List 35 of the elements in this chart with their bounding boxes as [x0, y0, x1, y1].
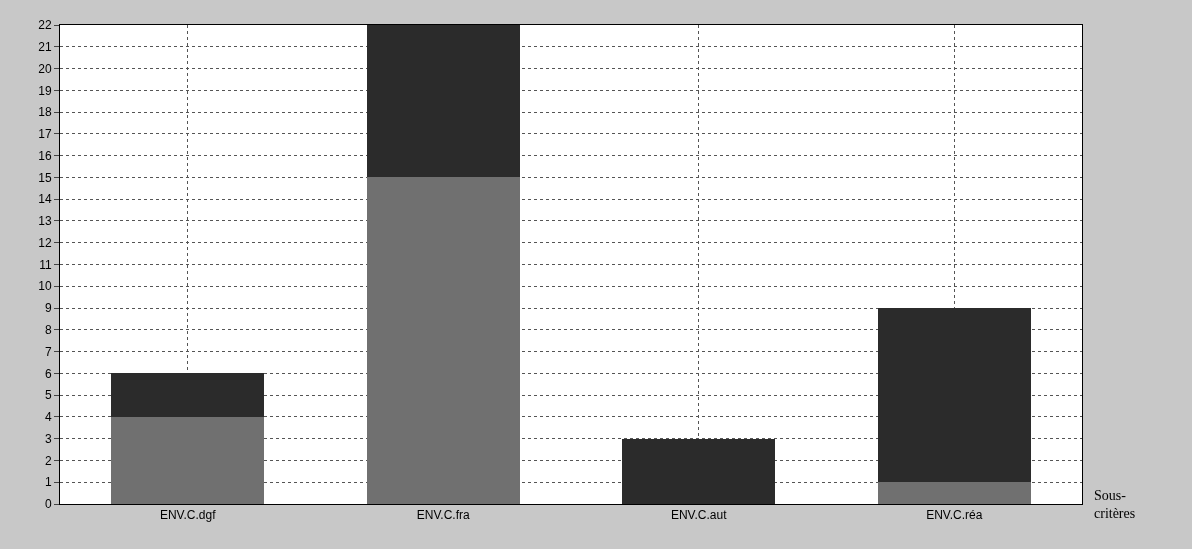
y-tick-label: 17	[38, 127, 52, 142]
bar	[877, 482, 1031, 504]
x-tick-label: ENV.C.réa	[926, 508, 983, 523]
y-tick-label: 9	[44, 301, 52, 316]
x-tick-label: ENV.C.fra	[416, 508, 471, 523]
y-tick-label: 12	[38, 235, 52, 250]
x-tick-label: ENV.C.aut	[670, 508, 728, 523]
bar	[366, 25, 520, 178]
y-tick-label: 0	[44, 497, 52, 512]
y-tick-label: 7	[44, 344, 52, 359]
y-tick-label: 19	[38, 83, 52, 98]
bar	[366, 177, 520, 504]
y-tick-label: 2	[44, 453, 52, 468]
x-tick-label: ENV.C.dgf	[159, 508, 217, 523]
y-tick-label: 11	[39, 257, 52, 272]
y-tick-label: 6	[44, 366, 52, 381]
y-tick-label: 10	[38, 279, 52, 294]
bar	[111, 373, 265, 417]
y-tick-label: 4	[44, 410, 52, 425]
bar	[877, 308, 1031, 483]
y-tick-label: 15	[38, 170, 52, 185]
y-tick-label: 5	[44, 388, 52, 403]
y-tick-label: 16	[38, 148, 52, 163]
y-tick-label: 8	[44, 323, 52, 338]
y-tick-label: 1	[44, 475, 52, 490]
bar	[622, 438, 776, 504]
x-axis-title: Sous-critères	[1094, 488, 1136, 522]
y-tick-label: 3	[44, 431, 52, 446]
y-tick-label: 21	[38, 39, 52, 54]
y-tick-label: 13	[38, 214, 52, 229]
y-tick-label: 14	[38, 192, 52, 207]
y-tick-label: 22	[38, 18, 52, 33]
bar	[111, 416, 265, 504]
y-tick-label: 20	[38, 61, 52, 76]
y-tick-label: 18	[38, 105, 52, 120]
